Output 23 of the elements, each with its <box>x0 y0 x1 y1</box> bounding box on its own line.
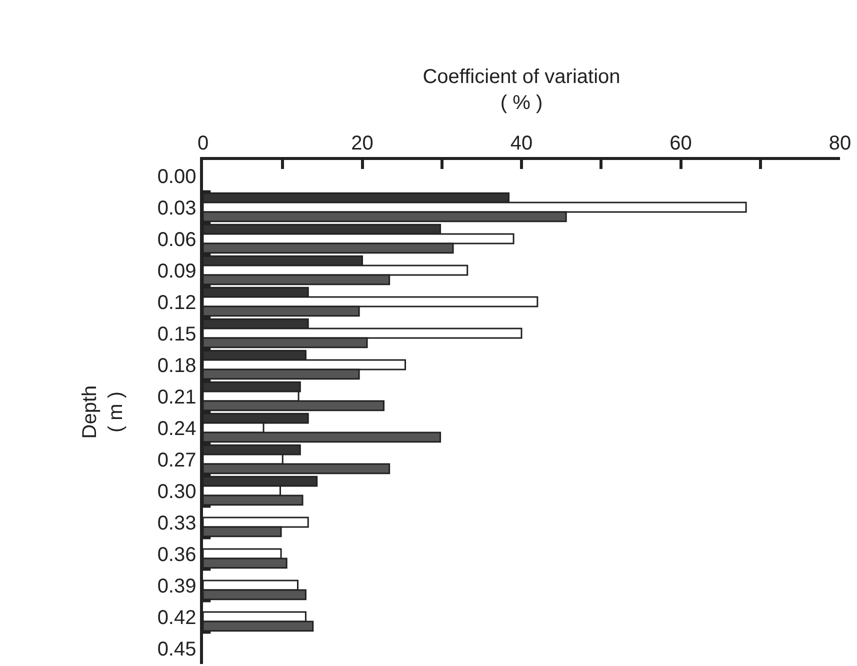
y-tick-label: 0.12 <box>157 292 196 314</box>
x-tick-label: 80 <box>828 132 852 154</box>
y-tick-label: 0.03 <box>157 197 196 220</box>
x-axis-title: Coefficient of variation ( % ) <box>422 66 620 114</box>
y-tick-label: 0.27 <box>157 449 196 472</box>
y-tick-label: 0.21 <box>157 386 196 408</box>
y-tick-label: 0.39 <box>157 575 196 598</box>
x-tick-label: 40 <box>510 132 533 154</box>
x-tick-label: 60 <box>670 132 692 154</box>
y-tick-label: 0.30 <box>157 480 196 503</box>
y-tick-label: 0.45 <box>157 638 196 660</box>
y-tick-label: 0.42 <box>157 606 196 629</box>
y-tick-label: 0.18 <box>157 354 196 377</box>
y-tick-label: 0.33 <box>157 512 196 534</box>
y-tick-label: 0.24 <box>157 418 196 440</box>
x-tick-label: 20 <box>351 132 374 154</box>
y-tick-label: 0.15 <box>157 323 196 346</box>
x-tick-label: 0 <box>197 132 209 154</box>
y-tick-label: 0.09 <box>157 260 196 282</box>
y-tick-label: 0.00 <box>157 166 196 188</box>
y-axis-title: Depth ( m ) <box>78 385 127 439</box>
y-tick-label: 0.36 <box>157 544 196 566</box>
y-tick-label: 0.06 <box>157 228 196 251</box>
